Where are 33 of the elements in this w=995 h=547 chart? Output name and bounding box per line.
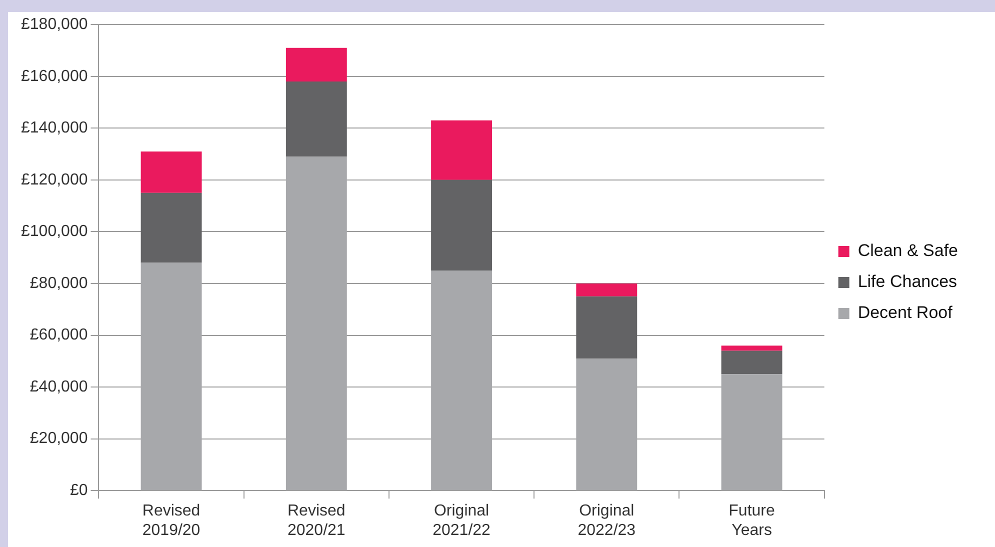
y-tick-label: £100,000 (21, 223, 88, 240)
bar (286, 48, 347, 82)
bar (140, 151, 202, 193)
y-tick-label: £140,000 (21, 120, 88, 137)
y-tick-label: £80,000 (30, 274, 88, 292)
y-tick-label: £160,000 (21, 68, 88, 85)
x-tick-label: Original 2021/22 (432, 502, 491, 539)
y-tick-label: £0 (70, 482, 88, 500)
x-tick-label: Original 2022/23 (578, 502, 636, 539)
bar (576, 283, 638, 296)
bar (721, 346, 782, 351)
bar (140, 192, 202, 263)
bar (286, 156, 347, 490)
bar (431, 180, 492, 271)
y-tick-label: £20,000 (30, 430, 88, 448)
x-tick-label: Future Years (728, 502, 775, 539)
legend-label: Clean & Safe (858, 241, 958, 260)
x-tick-label: Revised 2019/20 (142, 502, 200, 539)
y-tick-label: £180,000 (21, 16, 88, 34)
bar (286, 82, 347, 157)
bar (576, 358, 638, 490)
bar (576, 296, 638, 359)
bar (721, 350, 782, 374)
legend-label: Life Chances (858, 272, 958, 292)
y-tick-label: £60,000 (30, 326, 88, 344)
y-tick-label: £40,000 (30, 378, 88, 396)
bar (431, 270, 492, 490)
bar (721, 374, 782, 490)
bar (431, 120, 492, 180)
legend-label: Decent Roof (858, 303, 953, 322)
x-tick-label: Revised 2020/21 (287, 502, 346, 539)
bar (140, 262, 202, 490)
y-tick-label: £120,000 (21, 171, 88, 188)
